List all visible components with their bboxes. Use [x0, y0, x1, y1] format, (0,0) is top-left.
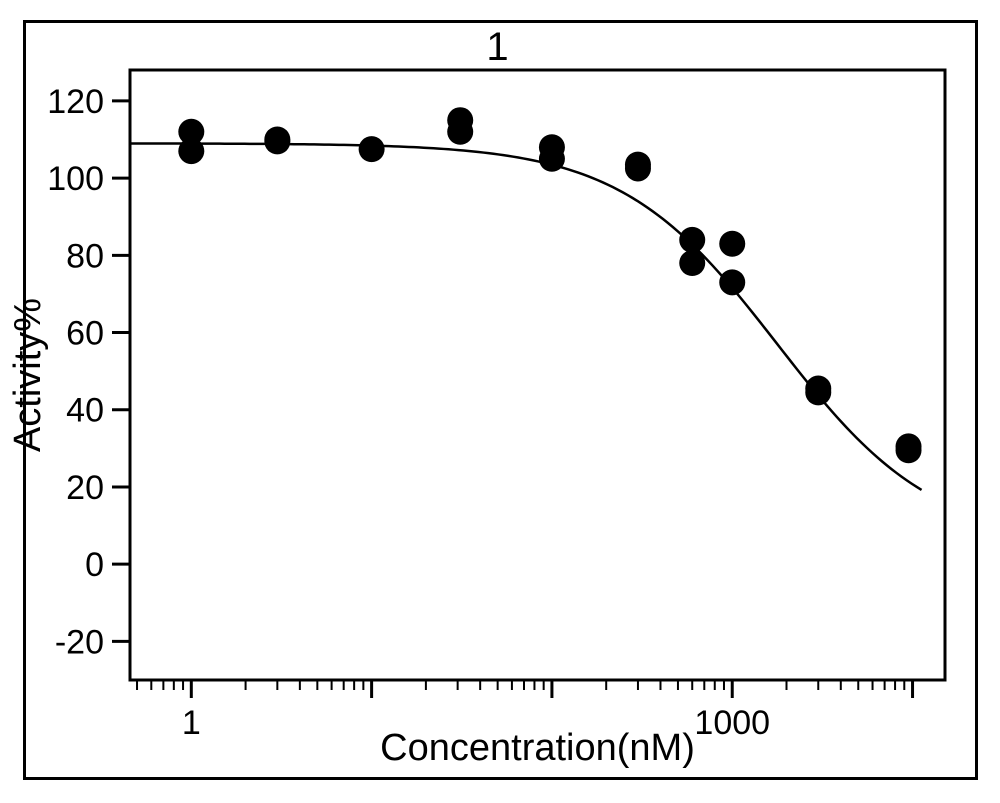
data-point — [719, 269, 745, 295]
chart-svg: 1 1000 -20 0 20 40 60 80 100 120 Concentration(nM)… — [0, 0, 1000, 803]
y-tick-label: 120 — [47, 83, 104, 121]
data-point — [447, 119, 473, 145]
data-point — [359, 136, 385, 162]
data-point — [679, 250, 705, 276]
data-point — [679, 227, 705, 253]
x-axis-label: Concentration(nM) — [380, 727, 695, 769]
y-tick-label: -20 — [55, 623, 104, 661]
y-axis-label: Activity% — [7, 298, 49, 452]
data-point — [805, 379, 831, 405]
y-tick-label: 20 — [66, 469, 104, 507]
data-point — [178, 138, 204, 164]
y-tick-label: 40 — [66, 392, 104, 430]
data-point — [719, 231, 745, 257]
y-tick-label: 100 — [47, 160, 104, 198]
data-point — [264, 128, 290, 154]
y-tick-label: 80 — [66, 237, 104, 275]
data-point — [896, 437, 922, 463]
data-point — [539, 146, 565, 172]
x-tick-label: 1000 — [694, 704, 770, 742]
y-tick-label: 60 — [66, 315, 104, 353]
chart-title: 1 — [486, 25, 508, 69]
y-tick-label: 0 — [85, 546, 104, 584]
x-tick-label: 1 — [182, 704, 201, 742]
fit-curve — [130, 143, 922, 489]
data-point — [625, 155, 651, 181]
